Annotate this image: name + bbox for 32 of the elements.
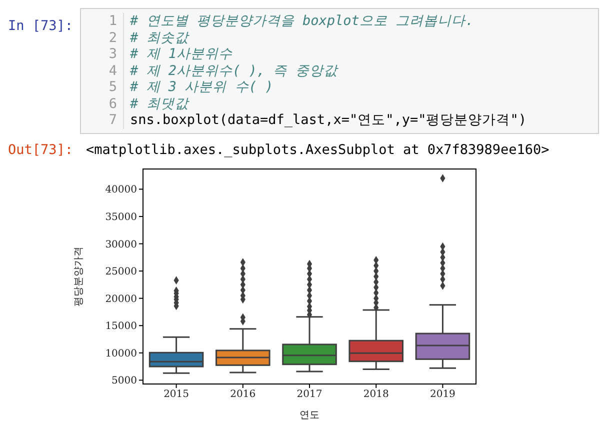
y-tick-label: 40000 <box>105 184 137 196</box>
x-tick-label: 2019 <box>430 388 456 400</box>
y-axis-title: 평당분양가격 <box>74 246 85 306</box>
text: 7 <box>108 112 117 128</box>
text: Out[73]: <box>8 142 74 158</box>
text: In [73]: <box>8 17 74 34</box>
text: # 최솟값 <box>130 30 190 46</box>
text: # 최댓값 <box>130 96 190 112</box>
x-tick-label: 2015 <box>164 388 190 400</box>
y-tick-label: 35000 <box>105 212 137 223</box>
text: # 제 2사분위수( ), 즉 중앙값 <box>130 62 340 79</box>
text: # 제 3 사분위 수( ) <box>130 79 274 96</box>
y-tick-label: 30000 <box>105 238 137 250</box>
text: 4 <box>108 62 117 79</box>
y-tick-label: 15000 <box>105 320 137 332</box>
text: 2 <box>108 30 117 46</box>
text: 1 <box>108 13 117 30</box>
text: <matplotlib.axes._subplots.AxesSubplot at 0x7f83989ee160> <box>86 142 550 158</box>
y-tick-label: 20000 <box>105 293 137 304</box>
y-tick-label: 10000 <box>105 348 137 359</box>
x-tick-label: 2016 <box>230 388 256 400</box>
x-tick-label: 2018 <box>363 388 389 400</box>
x-tick-label: 2017 <box>296 388 322 400</box>
text: 3 <box>108 46 117 62</box>
text: # 연도별 평당분양가격을 boxplot으로 그려봅니다. <box>130 13 475 30</box>
text: sns.boxplot(data=df_last,x="연도",y="평당분양가격") <box>130 112 526 128</box>
x-axis-title: 연도 <box>300 410 320 420</box>
text: 5 <box>108 79 117 96</box>
y-tick-label: 25000 <box>105 266 137 278</box>
text: 6 <box>108 96 117 112</box>
text: # 제 1사분위수 <box>130 46 234 62</box>
y-tick-label: 5000 <box>112 375 137 386</box>
